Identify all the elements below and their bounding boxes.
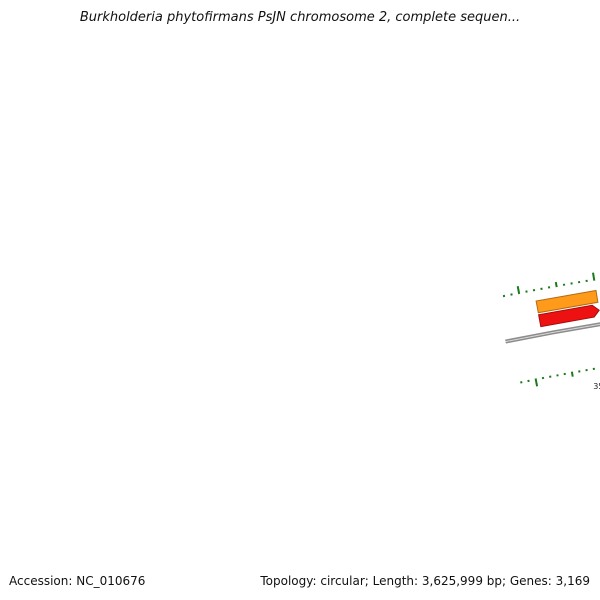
scale-tick-label: 3599 kbp xyxy=(593,382,600,391)
forward-feature xyxy=(535,289,599,314)
tick-mark-outer xyxy=(592,272,596,281)
tick-mark-inner xyxy=(534,378,539,387)
accession-label: Accession: NC_010676 xyxy=(9,574,146,588)
genome-summary: Topology: circular; Length: 3,625,999 bp… xyxy=(260,574,590,588)
forward-feature xyxy=(538,304,600,328)
tick-mark-outer xyxy=(516,286,521,295)
tick-mark-outer xyxy=(554,281,558,288)
tick-mark-inner xyxy=(570,371,574,377)
map-title: Burkholderia phytofirmans PsJN chromosom… xyxy=(79,10,521,25)
backbone-highlight xyxy=(505,323,600,343)
